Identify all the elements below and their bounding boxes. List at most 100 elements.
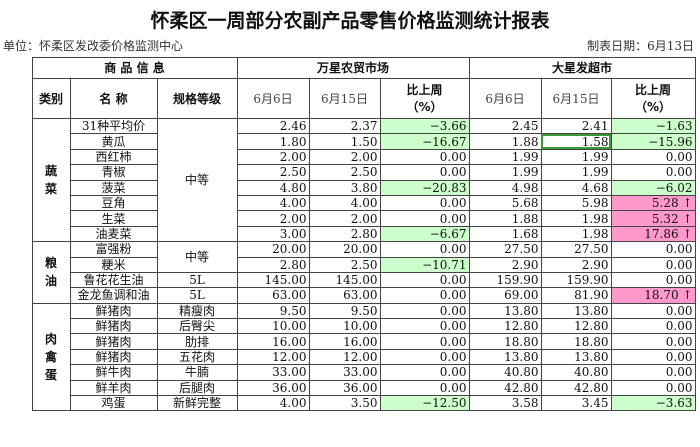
m1-change-pct-cell[interactable]: −10.71 [379,256,470,273]
m1-change-pct-cell[interactable]: 0.00 [379,348,470,366]
m2-date2-price-cell[interactable]: 1.58 [540,133,612,150]
m2-date1-price-cell[interactable]: 1.88 [468,210,542,227]
m2-change-pct-cell[interactable]: 5.32 ↑ [610,210,696,227]
m1-date1-price-cell[interactable]: 2.46 [236,117,310,135]
m2-date1-price-cell[interactable]: 12.80 [468,318,542,335]
m1-change-pct-cell[interactable]: 0.00 [379,318,470,335]
m2-change-pct-cell[interactable]: 17.86 ↑ [610,225,696,243]
m2-date1-price-cell[interactable]: 2.90 [468,256,542,273]
m2-change-pct-cell[interactable]: −3.63 [610,395,696,412]
m2-date2-price-cell[interactable]: 1.99 [540,164,612,181]
m1-date1-price-cell[interactable]: 2.80 [236,256,310,273]
m1-date1-price-cell[interactable]: 4.80 [236,179,310,196]
m2-date2-price-cell[interactable]: 4.68 [540,179,612,196]
m2-change-pct-cell[interactable]: 0.00 [610,164,696,181]
product-name-cell[interactable]: 青椒 [69,164,158,181]
m1-date1-price-cell[interactable]: 4.00 [236,194,310,212]
m1-date2-price-cell[interactable]: 2.50 [308,256,381,273]
m2-date2-price-cell[interactable]: 18.80 [540,333,612,350]
m1-change-pct-cell[interactable]: 0.00 [379,271,470,289]
product-name-cell[interactable]: 豆角 [69,194,158,212]
m2-date1-price-cell[interactable]: 1.99 [468,148,542,166]
category-cell[interactable]: 粮 油 [31,241,71,304]
m2-date2-price-cell[interactable]: 81.90 [540,287,612,304]
spec-cell[interactable]: 肋排 [156,333,238,350]
spec-cell[interactable]: 牛腩 [156,364,238,381]
m1-change-pct-cell[interactable]: 0.00 [379,364,470,381]
m2-date2-price-cell[interactable]: 5.98 [540,194,612,212]
product-name-cell[interactable]: 油麦菜 [69,225,158,243]
product-name-cell[interactable]: 鸡蛋 [69,395,158,412]
m1-date1-price-cell[interactable]: 145.00 [236,271,310,289]
m1-change-pct-cell[interactable]: 0.00 [379,379,470,397]
m2-date1-price-cell[interactable]: 13.80 [468,348,542,366]
spec-cell[interactable]: 中等 [156,241,238,273]
product-name-cell[interactable]: 鲜猪肉 [69,348,158,366]
m1-date2-price-cell[interactable]: 33.00 [308,364,381,381]
m1-change-pct-cell[interactable]: 0.00 [379,302,470,320]
product-name-cell[interactable]: 富强粉 [69,241,158,258]
m1-date1-price-cell[interactable]: 2.00 [236,148,310,166]
m2-change-pct-cell[interactable]: 0.00 [610,364,696,381]
m2-change-pct-cell[interactable]: 0.00 [610,348,696,366]
m2-date2-price-cell[interactable]: 1.98 [540,225,612,243]
m2-change-pct-cell[interactable]: 0.00 [610,271,696,289]
product-name-cell[interactable]: 金龙鱼调和油 [69,287,158,304]
category-cell[interactable]: 肉 禽 蛋 [31,302,71,412]
m1-change-pct-cell[interactable]: 0.00 [379,287,470,304]
m1-change-pct-cell[interactable]: 0.00 [379,210,470,227]
m1-date1-price-cell[interactable]: 4.00 [236,395,310,412]
m2-date2-price-cell[interactable]: 1.98 [540,210,612,227]
m2-date1-price-cell[interactable]: 1.88 [468,133,542,150]
m1-date2-price-cell[interactable]: 10.00 [308,318,381,335]
m2-change-pct-cell[interactable]: 0.00 [610,241,696,258]
spec-cell[interactable]: 五花肉 [156,348,238,366]
product-name-cell[interactable]: 31种平均价 [69,117,158,135]
m1-date2-price-cell[interactable]: 16.00 [308,333,381,350]
m2-change-pct-cell[interactable]: 0.00 [610,333,696,350]
product-name-cell[interactable]: 鲜羊肉 [69,379,158,397]
m2-change-pct-cell[interactable]: −1.63 [610,117,696,135]
m2-date2-price-cell[interactable]: 2.41 [540,117,612,135]
m2-date1-price-cell[interactable]: 18.80 [468,333,542,350]
m2-date1-price-cell[interactable]: 2.45 [468,117,542,135]
m1-date2-price-cell[interactable]: 145.00 [308,271,381,289]
m2-date2-price-cell[interactable]: 13.80 [540,302,612,320]
product-name-cell[interactable]: 粳米 [69,256,158,273]
m1-change-pct-cell[interactable]: −16.67 [379,133,470,150]
m2-date2-price-cell[interactable]: 3.45 [540,395,612,412]
m1-date1-price-cell[interactable]: 20.00 [236,241,310,258]
m1-date2-price-cell[interactable]: 36.00 [308,379,381,397]
product-name-cell[interactable]: 鲜牛肉 [69,364,158,381]
m1-date1-price-cell[interactable]: 2.50 [236,164,310,181]
m2-date1-price-cell[interactable]: 42.80 [468,379,542,397]
m1-date2-price-cell[interactable]: 3.80 [308,179,381,196]
m2-date1-price-cell[interactable]: 69.00 [468,287,542,304]
m2-change-pct-cell[interactable]: 0.00 [610,379,696,397]
m2-date1-price-cell[interactable]: 27.50 [468,241,542,258]
m2-date2-price-cell[interactable]: 42.80 [540,379,612,397]
m1-change-pct-cell[interactable]: −12.50 [379,395,470,412]
m2-date2-price-cell[interactable]: 12.80 [540,318,612,335]
m1-date1-price-cell[interactable]: 10.00 [236,318,310,335]
product-name-cell[interactable]: 生菜 [69,210,158,227]
m1-date1-price-cell[interactable]: 33.00 [236,364,310,381]
m2-change-pct-cell[interactable]: −6.02 [610,179,696,196]
m1-change-pct-cell[interactable]: −3.66 [379,117,470,135]
m1-date2-price-cell[interactable]: 20.00 [308,241,381,258]
m1-date2-price-cell[interactable]: 4.00 [308,194,381,212]
m2-date2-price-cell[interactable]: 13.80 [540,348,612,366]
m1-date1-price-cell[interactable]: 2.00 [236,210,310,227]
m2-date1-price-cell[interactable]: 13.80 [468,302,542,320]
m1-date1-price-cell[interactable]: 63.00 [236,287,310,304]
m1-date2-price-cell[interactable]: 2.50 [308,164,381,181]
m1-change-pct-cell[interactable]: 0.00 [379,148,470,166]
m2-change-pct-cell[interactable]: 0.00 [610,256,696,273]
m1-date1-price-cell[interactable]: 12.00 [236,348,310,366]
spec-cell[interactable]: 精瘦肉 [156,302,238,320]
m2-date1-price-cell[interactable]: 5.68 [468,194,542,212]
m1-change-pct-cell[interactable]: 0.00 [379,333,470,350]
m1-date2-price-cell[interactable]: 3.50 [308,395,381,412]
m1-date2-price-cell[interactable]: 2.00 [308,210,381,227]
m1-change-pct-cell[interactable]: 0.00 [379,164,470,181]
